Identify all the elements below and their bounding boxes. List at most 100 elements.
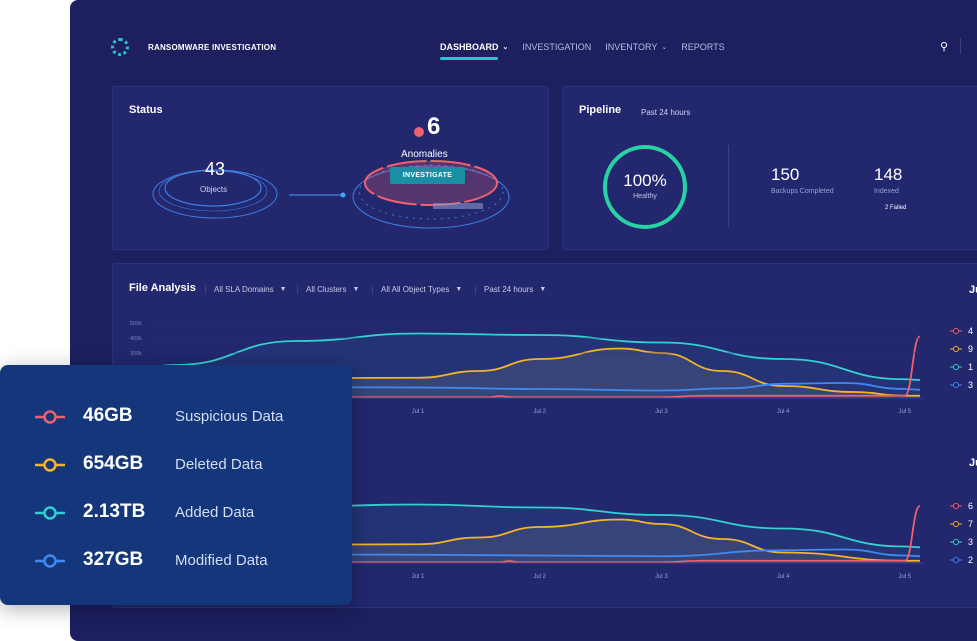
y-tick-label: 300k (130, 351, 142, 357)
x-tick-label: Jul 1 (412, 409, 425, 415)
series-marker-icon (35, 458, 65, 472)
series-marker-icon (950, 328, 962, 334)
objects-ring-mid (158, 170, 268, 212)
search-icon[interactable]: ⚲ (940, 41, 949, 53)
series-marker-icon (950, 382, 962, 388)
objects-count: 43 (205, 159, 226, 179)
legend-item: 9 (950, 344, 973, 354)
filter-object-types[interactable]: All All Object Types ▼ (372, 285, 462, 294)
summary-value: 654GB (83, 453, 144, 474)
backups-count: 150 (771, 165, 800, 184)
legend-value: 9 (968, 344, 974, 354)
anomalies-count: 6 (427, 113, 441, 140)
health-label: Healthy (633, 193, 657, 200)
objects-label: Objects (200, 185, 228, 194)
legend-item: 7 (950, 519, 973, 529)
legend-item: 2 (950, 555, 973, 565)
series-area (174, 504, 921, 563)
alert-dot (414, 127, 424, 137)
nav-investigation[interactable]: INVESTIGATION (522, 42, 591, 52)
legend-item: 3 (950, 537, 973, 547)
series-line (174, 518, 921, 562)
series-line (174, 503, 921, 549)
legend-item: 4 (950, 326, 973, 336)
nav-reports[interactable]: REPORTS (681, 42, 724, 52)
legend-value: 7 (968, 519, 974, 529)
backups-label: Backups Completed (771, 188, 834, 195)
series-marker-icon (950, 521, 962, 527)
chart-2 (174, 503, 921, 564)
series-line (174, 548, 921, 558)
legend-value: 3 (968, 537, 974, 547)
series-marker-icon (950, 539, 962, 545)
status-title: Status (129, 104, 163, 116)
series-line (174, 347, 921, 397)
indexed-count: 148 (874, 165, 903, 184)
file-analysis-title: File Analysis (129, 282, 196, 294)
caret-down-icon: ▼ (352, 286, 360, 293)
investigate-button[interactable]: INVESTIGATE (390, 167, 465, 184)
legend-item: 1 (950, 362, 973, 372)
anomaly-ring-ticks (358, 164, 504, 220)
pipeline-period: Past 24 hours (641, 108, 691, 117)
objects-ring-inner (164, 169, 262, 207)
x-tick-label: Jul 4 (777, 409, 790, 415)
nav-label: REPORTS (681, 42, 725, 52)
filter-label: Past 24 hours (484, 285, 534, 294)
filter-time-range[interactable]: Past 24 hours ▼ (475, 285, 546, 294)
nav-inventory[interactable]: INVENTORY ⌄ (605, 42, 667, 52)
nav-dashboard[interactable]: DASHBOARD ⌄ (440, 42, 509, 60)
series-marker-icon (950, 503, 962, 509)
health-percent: 100% (623, 171, 667, 190)
pipeline-card: Pipeline Past 24 hours 100% Healthy 150 … (562, 86, 977, 250)
series-marker-icon (35, 506, 65, 520)
connector-dot (340, 192, 346, 198)
chevron-down-icon: ⌄ (502, 44, 509, 51)
caret-down-icon: ▼ (279, 286, 287, 293)
legend-item: 6 (950, 501, 973, 511)
series-marker-icon (950, 364, 962, 370)
caret-down-icon: ▼ (455, 286, 463, 293)
logo-icon (111, 38, 129, 56)
summary-value: 46GB (83, 405, 133, 426)
filter-sla-domains[interactable]: All SLA Domains ▼ (205, 285, 287, 294)
series-line (174, 505, 921, 564)
indexed-label: Indexed (874, 188, 899, 195)
anomalies-label: Anomalies (401, 149, 448, 160)
x-tick-label: Jul 2 (533, 574, 546, 580)
chevron-down-icon: ⌄ (661, 44, 668, 51)
chart-1-header: Ju (969, 284, 977, 296)
summary-value: 2.13TB (83, 501, 146, 522)
nav-label: DASHBOARD (440, 42, 499, 52)
x-tick-label: Jul 2 (533, 409, 546, 415)
series-marker-icon (950, 557, 962, 563)
filter-label: All Clusters (306, 285, 347, 294)
legend-value: 6 (968, 501, 974, 511)
summary-label: Deleted Data (175, 456, 263, 473)
caret-down-icon: ▼ (539, 286, 547, 293)
legend-value: 2 (968, 555, 974, 565)
legend-value: 1 (968, 362, 974, 372)
y-tick-label: 500k (130, 321, 142, 327)
x-tick-label: Jul 3 (655, 574, 668, 580)
main-nav: DASHBOARD ⌄ INVESTIGATION INVENTORY ⌄ REPO… (440, 42, 725, 60)
summary-label: Added Data (175, 504, 255, 521)
failed-label[interactable]: 2 Failed (885, 205, 907, 211)
nav-label: INVESTIGATION (522, 42, 592, 52)
summary-overlay-card: 46GB Suspicious Data 654GB Deleted Data … (0, 365, 352, 605)
status-card: Status 43 Objects 6 Anomalies INVESTIGAT… (112, 86, 549, 250)
filter-clusters[interactable]: All Clusters ▼ (297, 285, 359, 294)
legend-value: 3 (968, 380, 974, 390)
x-tick-label: Jul 4 (777, 574, 790, 580)
series-marker-icon (35, 554, 65, 568)
chart-2-header: Ju (969, 457, 977, 469)
filter-label: All All Object Types (381, 285, 450, 294)
x-tick-label: Jul 5 (898, 409, 911, 415)
x-tick-label: Jul 3 (655, 409, 668, 415)
legend-value: 4 (968, 326, 974, 336)
anomaly-ring-outer (352, 165, 510, 229)
nav-label: INVENTORY (605, 42, 658, 52)
pipeline-title: Pipeline (579, 104, 622, 116)
top-nav: RANSOMWARE INVESTIGATION DASHBOARD ⌄ INVE… (70, 0, 977, 80)
legend-item: 3 (950, 380, 973, 390)
